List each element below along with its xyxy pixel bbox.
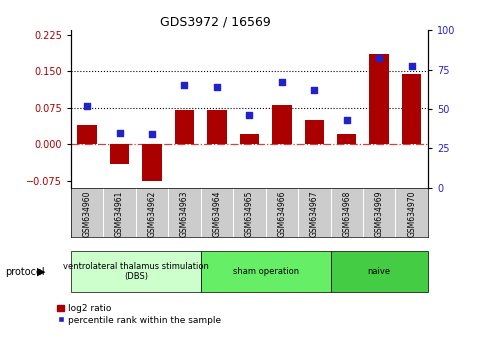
Text: GSM634968: GSM634968 xyxy=(342,190,350,237)
Text: ventrolateral thalamus stimulation
(DBS): ventrolateral thalamus stimulation (DBS) xyxy=(63,262,208,281)
Text: GSM634969: GSM634969 xyxy=(374,190,383,237)
Legend: log2 ratio, percentile rank within the sample: log2 ratio, percentile rank within the s… xyxy=(53,300,224,328)
Point xyxy=(213,84,221,90)
Point xyxy=(374,56,382,61)
Text: GSM634966: GSM634966 xyxy=(277,190,286,237)
Text: GSM634960: GSM634960 xyxy=(82,190,91,237)
Text: GSM634962: GSM634962 xyxy=(147,190,156,237)
Bar xyxy=(239,135,259,144)
Point xyxy=(342,117,350,123)
Bar xyxy=(207,110,226,144)
Text: sham operation: sham operation xyxy=(232,267,298,276)
Text: GSM634970: GSM634970 xyxy=(407,190,415,237)
Text: GSM634964: GSM634964 xyxy=(212,190,221,237)
Text: GSM634967: GSM634967 xyxy=(309,190,318,237)
Bar xyxy=(336,135,356,144)
Text: GSM634963: GSM634963 xyxy=(180,190,188,237)
Text: GSM634965: GSM634965 xyxy=(244,190,253,237)
Bar xyxy=(110,144,129,164)
Bar xyxy=(142,144,162,181)
Bar xyxy=(174,110,194,144)
Text: ▶: ▶ xyxy=(37,267,46,277)
Text: GDS3972 / 16569: GDS3972 / 16569 xyxy=(160,16,270,29)
Point xyxy=(83,103,91,109)
Bar xyxy=(401,74,421,144)
Bar xyxy=(77,125,97,144)
Point xyxy=(245,113,253,118)
Point xyxy=(116,130,123,136)
Bar xyxy=(271,105,291,144)
Point xyxy=(310,87,318,93)
Text: naive: naive xyxy=(367,267,390,276)
Point xyxy=(148,131,156,137)
Point xyxy=(180,82,188,88)
Point xyxy=(277,79,285,85)
Point xyxy=(407,64,415,69)
Bar xyxy=(304,120,324,144)
Bar xyxy=(369,55,388,144)
Text: protocol: protocol xyxy=(5,267,44,277)
Text: GSM634961: GSM634961 xyxy=(115,190,124,237)
